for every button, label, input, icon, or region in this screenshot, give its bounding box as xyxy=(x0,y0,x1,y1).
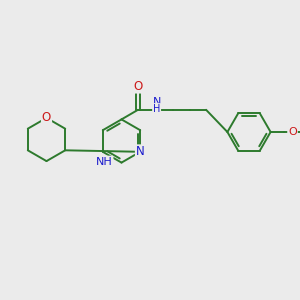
Text: O: O xyxy=(134,80,142,93)
Text: O: O xyxy=(42,111,51,124)
Text: N: N xyxy=(152,97,161,107)
Text: H: H xyxy=(153,104,160,114)
Text: NH: NH xyxy=(96,157,112,166)
Text: O: O xyxy=(288,127,297,137)
Text: N: N xyxy=(136,145,145,158)
